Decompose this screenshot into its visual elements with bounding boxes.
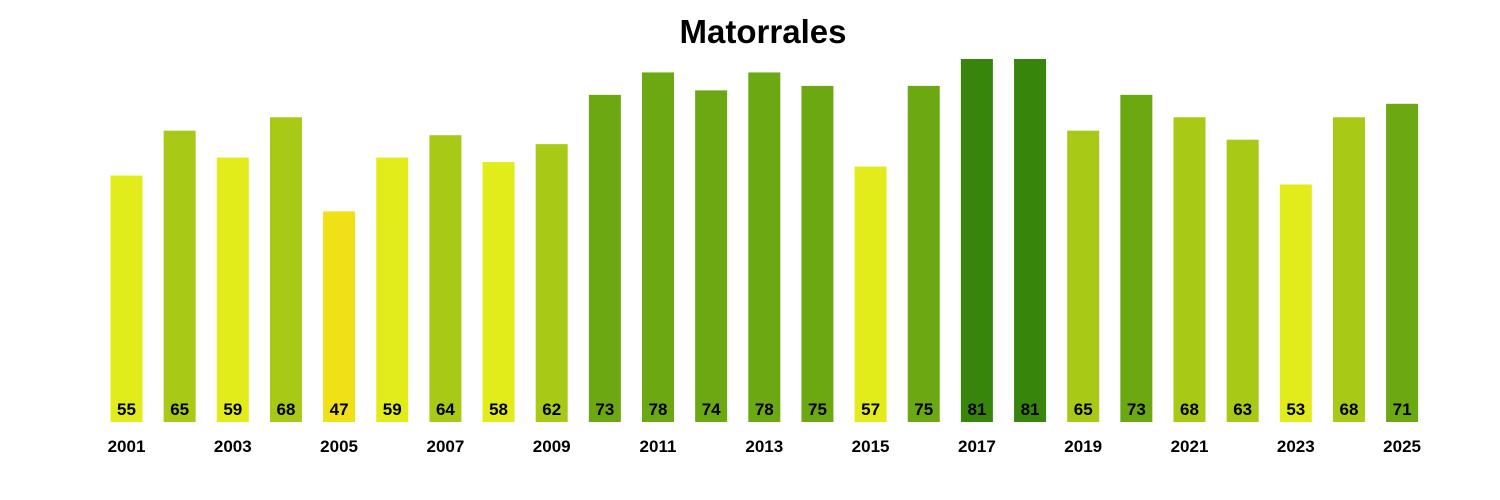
x-tick-label-2007: 2007 [426,437,464,456]
bar-2023 [1279,184,1312,422]
value-label-2018: 81 [1021,400,1040,419]
value-label-2003: 59 [223,400,242,419]
x-tick-label-2015: 2015 [852,437,890,456]
x-tick-label-2023: 2023 [1277,437,1315,456]
value-label-2021: 68 [1180,400,1199,419]
x-tick-label-2005: 2005 [320,437,358,456]
bar-2010 [588,94,621,422]
value-label-2008: 58 [489,400,508,419]
value-label-2024: 68 [1339,400,1358,419]
bar-2012 [695,90,728,423]
value-label-2025: 71 [1393,400,1412,419]
bar-2020 [1120,94,1153,422]
bar-2025 [1386,103,1419,422]
bar-2016 [907,85,940,422]
value-label-2010: 73 [595,400,614,419]
bar-2013 [748,72,781,422]
bar-2024 [1332,117,1365,422]
value-label-2022: 63 [1233,400,1252,419]
value-label-2017: 81 [967,400,986,419]
value-label-2005: 47 [330,400,349,419]
x-tick-label-2011: 2011 [640,437,677,456]
bar-2017 [960,59,993,422]
x-tick-label-2001: 2001 [108,437,146,456]
x-tick-label-2025: 2025 [1383,437,1421,456]
bar-2005 [323,211,356,422]
value-label-2009: 62 [542,400,561,419]
value-label-2023: 53 [1286,400,1305,419]
chart-title: Matorrales [680,13,847,50]
bar-2001 [110,175,143,422]
value-label-2004: 68 [276,400,295,419]
x-tick-label-2009: 2009 [533,437,571,456]
value-label-2013: 78 [755,400,774,419]
value-label-2014: 75 [808,400,827,419]
x-tick-labels-group: 2001 2003 2005 2007 2009 2011 2013 2015 2017 2019… [108,437,1421,456]
value-label-2006: 59 [383,400,402,419]
value-label-2002: 65 [170,400,189,419]
value-label-2015: 57 [861,400,880,419]
x-tick-label-2013: 2013 [745,437,783,456]
value-label-2020: 73 [1127,400,1146,419]
bar-2014 [801,85,834,422]
bar-2004 [269,117,302,422]
bar-2002 [163,130,196,422]
bar-2011 [642,72,674,422]
value-label-2016: 75 [914,400,933,419]
value-label-2007: 64 [436,400,455,419]
bar-2006 [376,157,409,422]
x-tick-label-2017: 2017 [958,437,996,456]
bar-2003 [216,157,249,422]
bar-2019 [1067,130,1100,422]
x-tick-label-2003: 2003 [214,437,252,456]
bar-2022 [1226,139,1259,423]
bar-2009 [535,144,568,422]
bars-group [110,59,1419,423]
value-label-2011: 78 [649,400,668,419]
bar-2015 [854,166,887,422]
x-tick-label-2021: 2021 [1171,437,1209,456]
value-label-2012: 74 [702,400,721,419]
x-tick-label-2019: 2019 [1064,437,1102,456]
value-labels-group: 55 65 59 68 47 59 64 58 62 73 78 74 78 75 57 75 81 81 65 73… [117,400,1412,419]
bar-2008 [482,162,515,422]
value-label-2001: 55 [117,400,136,419]
value-label-2019: 65 [1074,400,1093,419]
bar-2021 [1173,117,1206,422]
bar-2018 [1014,59,1047,422]
bar-2007 [429,135,462,422]
